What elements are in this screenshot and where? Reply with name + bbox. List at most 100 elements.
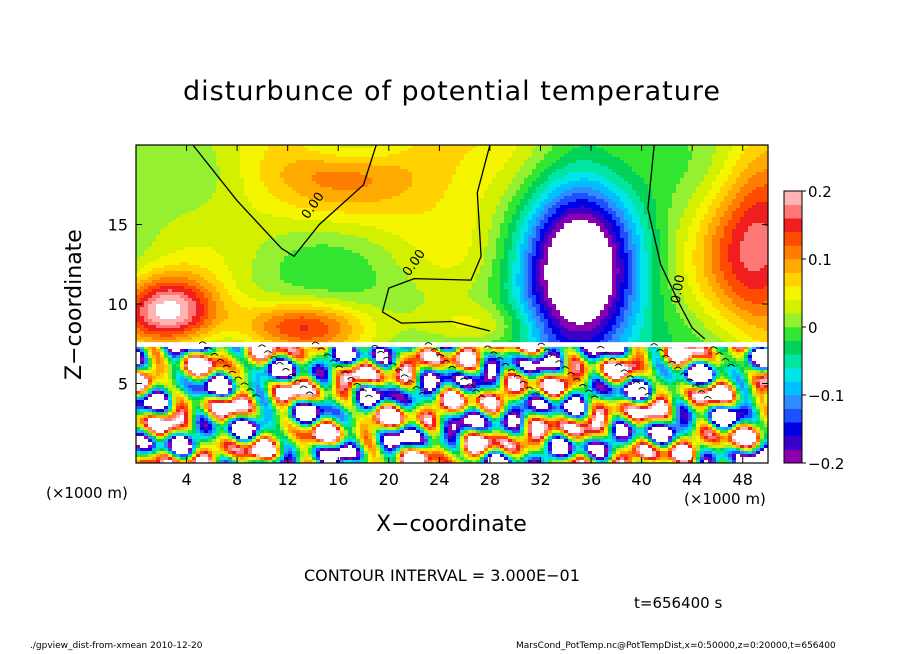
heatmap-cell: [512, 229, 516, 232]
heatmap-cell: [540, 190, 544, 193]
heatmap-cell: [396, 163, 400, 166]
heatmap-cell: [252, 172, 256, 175]
heatmap-cell: [456, 154, 460, 157]
heatmap-cell: [284, 169, 288, 172]
heatmap-cell: [208, 181, 212, 184]
heatmap-cell: [732, 214, 736, 217]
heatmap-cell: [356, 226, 360, 229]
heatmap-cell: [252, 148, 256, 151]
heatmap-cell: [652, 205, 656, 208]
heatmap-cell: [216, 160, 220, 163]
heatmap-cell: [436, 217, 440, 220]
heatmap-cell: [180, 172, 184, 175]
heatmap-cell: [724, 160, 728, 163]
heatmap-cell: [600, 163, 604, 166]
heatmap-cell: [680, 148, 684, 151]
heatmap-cell: [200, 226, 204, 229]
heatmap-cell: [500, 208, 504, 211]
heatmap-cell: [700, 190, 704, 193]
heatmap-cell: [344, 157, 348, 160]
heatmap-cell: [696, 157, 700, 160]
heatmap-cell: [696, 169, 700, 172]
heatmap-cell: [628, 190, 632, 193]
heatmap-cell: [148, 184, 152, 187]
heatmap-cell: [696, 181, 700, 184]
heatmap-cell: [552, 148, 556, 151]
heatmap-cell: [276, 178, 280, 181]
heatmap-cell: [192, 211, 196, 214]
heatmap-cell: [640, 232, 644, 235]
heatmap-cell: [704, 193, 708, 196]
heatmap-cell: [536, 187, 540, 190]
heatmap-cell: [144, 160, 148, 163]
heatmap-cell: [360, 223, 364, 226]
heatmap-cell: [380, 211, 384, 214]
heatmap-cell: [356, 181, 360, 184]
heatmap-cell: [468, 160, 472, 163]
heatmap-cell: [404, 175, 408, 178]
heatmap-cell: [612, 205, 616, 208]
heatmap-cell: [632, 220, 636, 223]
heatmap-cell: [420, 220, 424, 223]
heatmap-cell: [508, 175, 512, 178]
heatmap-cell: [544, 217, 548, 220]
heatmap-cell: [384, 157, 388, 160]
heatmap-cell: [388, 220, 392, 223]
heatmap-cell: [344, 208, 348, 211]
heatmap-cell: [680, 175, 684, 178]
heatmap-cell: [456, 160, 460, 163]
heatmap-cell: [724, 235, 728, 238]
heatmap-cell: [328, 169, 332, 172]
heatmap-cell: [648, 235, 652, 238]
heatmap-cell: [276, 235, 280, 238]
heatmap-cell: [156, 169, 160, 172]
heatmap-cell: [432, 175, 436, 178]
heatmap-cell: [224, 232, 228, 235]
heatmap-cell: [444, 175, 448, 178]
heatmap-cell: [604, 175, 608, 178]
heatmap-cell: [232, 214, 236, 217]
heatmap-cell: [620, 235, 624, 238]
heatmap-cell: [504, 211, 508, 214]
heatmap-cell: [736, 199, 740, 202]
heatmap-cell: [224, 196, 228, 199]
heatmap-cell: [188, 217, 192, 220]
heatmap-cell: [268, 211, 272, 214]
heatmap-cell: [492, 163, 496, 166]
heatmap-cell: [604, 214, 608, 217]
heatmap-cell: [584, 229, 588, 232]
heatmap-cell: [540, 223, 544, 226]
heatmap-cell: [524, 181, 528, 184]
heatmap-cell: [444, 148, 448, 151]
heatmap-cell: [328, 217, 332, 220]
heatmap-cell: [456, 169, 460, 172]
heatmap-cell: [540, 187, 544, 190]
heatmap-cell: [480, 199, 484, 202]
heatmap-cell: [188, 166, 192, 169]
heatmap-cell: [196, 190, 200, 193]
heatmap-cell: [632, 151, 636, 154]
heatmap-cell: [356, 160, 360, 163]
heatmap-cell: [688, 178, 692, 181]
heatmap-cell: [304, 154, 308, 157]
heatmap-cell: [552, 190, 556, 193]
heatmap-cell: [520, 187, 524, 190]
heatmap-cell: [604, 202, 608, 205]
heatmap-cell: [240, 160, 244, 163]
heatmap-cell: [364, 160, 368, 163]
heatmap-cell: [160, 235, 164, 238]
heatmap-cell: [296, 223, 300, 226]
heatmap-cell: [592, 196, 596, 199]
heatmap-cell: [372, 202, 376, 205]
heatmap-cell: [508, 220, 512, 223]
heatmap-cell: [160, 178, 164, 181]
heatmap-cell: [512, 223, 516, 226]
heatmap-cell: [212, 193, 216, 196]
heatmap-cell: [324, 205, 328, 208]
heatmap-cell: [548, 190, 552, 193]
heatmap-cell: [592, 193, 596, 196]
heatmap-cell: [552, 208, 556, 211]
heatmap-cell: [696, 226, 700, 229]
heatmap-cell: [140, 187, 144, 190]
heatmap-cell: [156, 166, 160, 169]
